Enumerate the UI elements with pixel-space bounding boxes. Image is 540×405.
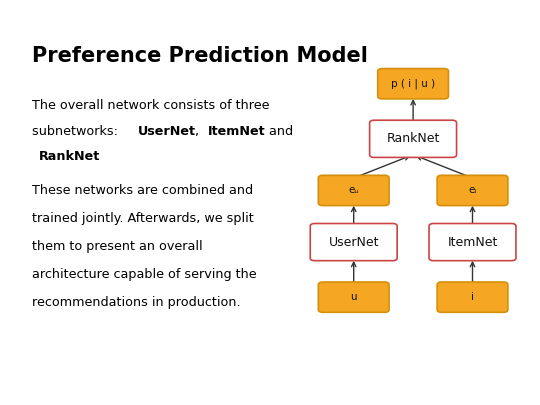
Text: The overall network consists of three: The overall network consists of three [32,99,270,112]
Text: architecture capable of serving the: architecture capable of serving the [32,268,257,281]
Text: RankNet: RankNet [387,132,440,145]
Text: Preference Prediction Model: Preference Prediction Model [32,46,368,66]
Text: i: i [471,292,474,302]
Text: UserNet: UserNet [138,125,195,138]
FancyBboxPatch shape [319,282,389,312]
Text: u: u [350,292,357,302]
Text: UserNet: UserNet [328,236,379,249]
Text: and: and [265,125,293,138]
Text: them to present an overall: them to present an overall [32,240,203,253]
Text: RankNet: RankNet [39,150,100,163]
Text: .: . [96,150,100,163]
Text: trained jointly. Afterwards, we split: trained jointly. Afterwards, we split [32,212,254,225]
Text: ItemNet: ItemNet [208,125,266,138]
FancyBboxPatch shape [310,224,397,261]
Text: These networks are combined and: These networks are combined and [32,183,253,196]
FancyBboxPatch shape [437,175,508,206]
Text: subnetworks:: subnetworks: [32,125,126,138]
FancyBboxPatch shape [437,282,508,312]
Text: eᵤ: eᵤ [348,185,359,196]
Text: ,: , [195,125,204,138]
FancyBboxPatch shape [429,224,516,261]
FancyBboxPatch shape [369,120,456,158]
FancyBboxPatch shape [378,68,449,99]
Text: eᵢ: eᵢ [468,185,477,196]
FancyBboxPatch shape [319,175,389,206]
Text: ItemNet: ItemNet [447,236,498,249]
Text: recommendations in production.: recommendations in production. [32,296,241,309]
Text: p ( i | u ): p ( i | u ) [391,79,435,89]
